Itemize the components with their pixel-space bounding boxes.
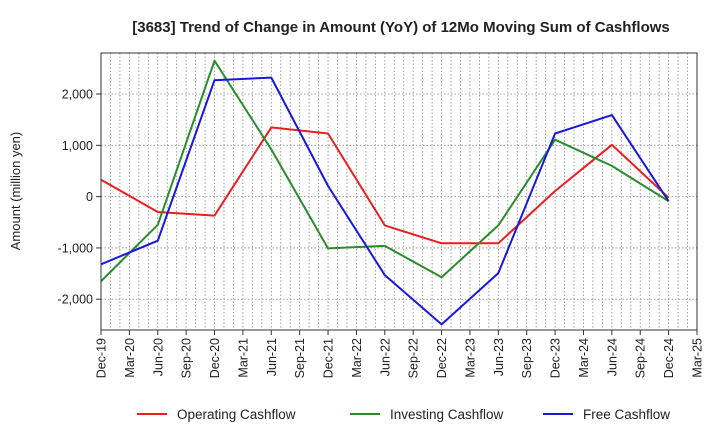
x-tick-label: Mar-25	[691, 338, 705, 378]
legend-label: Operating Cashflow	[177, 407, 296, 422]
x-tick-label: Dec-19	[95, 338, 109, 378]
legend: Operating Cashflow Investing Cashflow Free…	[137, 407, 670, 422]
series-lines	[100, 59, 670, 326]
y-axis-ticks: -2,000 -1,000 0 1,000 2,000	[58, 88, 101, 307]
x-tick-label: Jun-22	[378, 338, 392, 376]
x-tick-label: Mar-22	[350, 338, 364, 378]
series-line-free-cashflow	[100, 76, 670, 326]
x-tick-label: Mar-23	[463, 338, 477, 378]
x-tick-label: Jun-24	[605, 338, 619, 376]
x-tick-label: Jun-20	[151, 338, 165, 376]
y-tick-label: -2,000	[58, 293, 93, 307]
x-tick-label: Sep-22	[407, 338, 421, 378]
x-tick-label: Sep-23	[520, 338, 534, 378]
legend-label: Free Cashflow	[583, 407, 670, 422]
grid-lines	[101, 53, 697, 330]
y-tick-label: -1,000	[58, 241, 93, 255]
x-tick-label: Dec-24	[662, 338, 676, 378]
x-tick-label: Jun-23	[492, 338, 506, 376]
x-axis-ticks: Dec-19 Mar-20 Jun-20 Sep-20 Dec-20 Mar-21 Jun-…	[95, 330, 705, 378]
y-tick-label: 0	[86, 190, 93, 204]
x-tick-label: Mar-24	[577, 338, 591, 378]
y-axis-title: Amount (million yen)	[8, 132, 23, 251]
x-tick-label: Sep-20	[180, 338, 194, 378]
x-tick-label: Dec-20	[208, 338, 222, 378]
x-tick-label: Mar-21	[236, 338, 250, 378]
x-tick-label: Dec-22	[435, 338, 449, 378]
x-tick-label: Sep-24	[634, 338, 648, 378]
x-tick-label: Mar-20	[123, 338, 137, 378]
y-tick-label: 1,000	[62, 139, 93, 153]
series-line-operating-cashflow	[100, 126, 670, 245]
x-tick-label: Jun-21	[265, 338, 279, 376]
plot-frame	[100, 52, 698, 331]
legend-label: Investing Cashflow	[390, 407, 504, 422]
chart-title: [3683] Trend of Change in Amount (YoY) o…	[132, 19, 670, 36]
x-tick-label: Sep-21	[293, 338, 307, 378]
y-tick-label: 2,000	[62, 88, 93, 102]
series-line-investing-cashflow	[100, 59, 670, 283]
x-tick-label: Dec-21	[322, 338, 336, 378]
x-tick-label: Dec-23	[549, 338, 563, 378]
